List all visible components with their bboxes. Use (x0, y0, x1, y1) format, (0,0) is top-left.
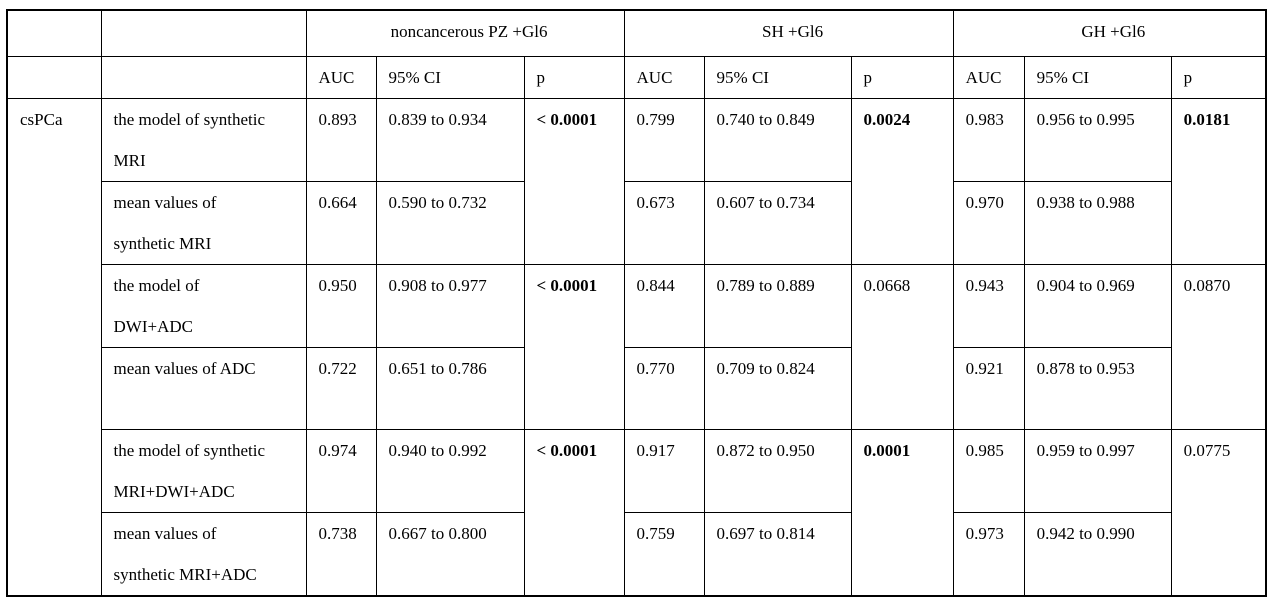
ci-cell: 0.740 to 0.849 (703, 98, 852, 182)
subheader-p-gh: p (1170, 56, 1267, 99)
table-row: mean values of ADC 0.722 0.651 to 0.786 … (7, 347, 1266, 430)
auc-cell: 0.844 (623, 264, 705, 348)
auc-cell: 0.673 (623, 181, 705, 265)
p-cell: 0.0668 (850, 264, 954, 430)
auc-cell: 0.921 (952, 347, 1025, 430)
corner-cell (6, 9, 102, 57)
ci-cell: 0.872 to 0.950 (703, 429, 852, 513)
model-cell: mean values of ADC (100, 347, 307, 430)
auc-cell: 0.917 (623, 429, 705, 513)
table-row: mean values of synthetic MRI 0.664 0.590… (7, 181, 1266, 265)
auc-cell: 0.973 (952, 512, 1025, 597)
auc-cell: 0.664 (305, 181, 377, 265)
group-header-gh: GH +Gl6 (952, 9, 1267, 57)
auc-cell: 0.770 (623, 347, 705, 430)
ci-cell: 0.959 to 0.997 (1023, 429, 1172, 513)
header-row-metrics: AUC 95% CI p AUC 95% CI p AUC 95% CI p (6, 56, 1267, 99)
auc-cell: 0.799 (623, 98, 705, 182)
auc-cell: 0.985 (952, 429, 1025, 513)
ci-cell: 0.590 to 0.732 (375, 181, 525, 265)
subheader-ci-gh: 95% CI (1023, 56, 1172, 99)
ci-cell: 0.904 to 0.969 (1023, 264, 1172, 348)
subheader-auc-pz: AUC (305, 56, 377, 99)
model-cell: the model of synthetic MRI (100, 98, 307, 182)
ci-cell: 0.667 to 0.800 (375, 512, 525, 597)
p-cell: 0.0775 (1170, 429, 1267, 597)
auc-cell: 0.974 (305, 429, 377, 513)
ci-cell: 0.651 to 0.786 (375, 347, 525, 430)
auc-cell: 0.738 (305, 512, 377, 597)
subheader-auc-sh: AUC (623, 56, 705, 99)
subheader-p-pz: p (523, 56, 625, 99)
corner-cell (100, 56, 307, 99)
subheader-ci-pz: 95% CI (375, 56, 525, 99)
ci-cell: 0.878 to 0.953 (1023, 347, 1172, 430)
results-table: noncancerous PZ +Gl6 SH +Gl6 GH +Gl6 AUC… (6, 9, 1268, 597)
table-row: mean values of synthetic MRI+ADC 0.738 0… (7, 512, 1266, 597)
ci-cell: 0.956 to 0.995 (1023, 98, 1172, 182)
p-cell: < 0.0001 (523, 429, 625, 597)
auc-cell: 0.983 (952, 98, 1025, 182)
model-cell: the model of synthetic MRI+DWI+ADC (100, 429, 307, 513)
corner-cell (6, 56, 102, 99)
auc-cell: 0.759 (623, 512, 705, 597)
table-row: the model of synthetic MRI+DWI+ADC 0.974… (7, 429, 1267, 597)
p-cell: 0.0870 (1170, 264, 1267, 430)
group-header-sh: SH +Gl6 (623, 9, 954, 57)
ci-cell: 0.789 to 0.889 (703, 264, 852, 348)
ci-cell: 0.938 to 0.988 (1023, 181, 1172, 265)
ci-cell: 0.709 to 0.824 (703, 347, 852, 430)
table-row: the model of DWI+ADC 0.950 0.908 to 0.97… (7, 264, 1267, 430)
group-header-noncancerous-pz: noncancerous PZ +Gl6 (305, 9, 625, 57)
table-row: csPCa the model of synthetic MRI 0.893 0… (6, 98, 1267, 597)
p-cell: 0.0001 (850, 429, 954, 597)
model-cell: mean values of synthetic MRI+ADC (100, 512, 307, 597)
model-cell: the model of DWI+ADC (100, 264, 307, 348)
auc-cell: 0.722 (305, 347, 377, 430)
p-cell: 0.0181 (1170, 98, 1267, 265)
row-group-cspca: csPCa (6, 98, 102, 597)
auc-cell: 0.970 (952, 181, 1025, 265)
ci-cell: 0.607 to 0.734 (703, 181, 852, 265)
auc-cell: 0.893 (305, 98, 377, 182)
ci-cell: 0.940 to 0.992 (375, 429, 525, 513)
ci-cell: 0.697 to 0.814 (703, 512, 852, 597)
auc-cell: 0.943 (952, 264, 1025, 348)
subheader-p-sh: p (850, 56, 954, 99)
subheader-auc-gh: AUC (952, 56, 1025, 99)
ci-cell: 0.942 to 0.990 (1023, 512, 1172, 597)
p-cell: < 0.0001 (523, 264, 625, 430)
corner-cell (100, 9, 307, 57)
ci-cell: 0.839 to 0.934 (375, 98, 525, 182)
ci-cell: 0.908 to 0.977 (375, 264, 525, 348)
header-row-groups: noncancerous PZ +Gl6 SH +Gl6 GH +Gl6 (6, 9, 1267, 57)
auc-cell: 0.950 (305, 264, 377, 348)
subheader-ci-sh: 95% CI (703, 56, 852, 99)
p-cell: 0.0024 (850, 98, 954, 265)
model-cell: mean values of synthetic MRI (100, 181, 307, 265)
p-cell: < 0.0001 (523, 98, 625, 265)
